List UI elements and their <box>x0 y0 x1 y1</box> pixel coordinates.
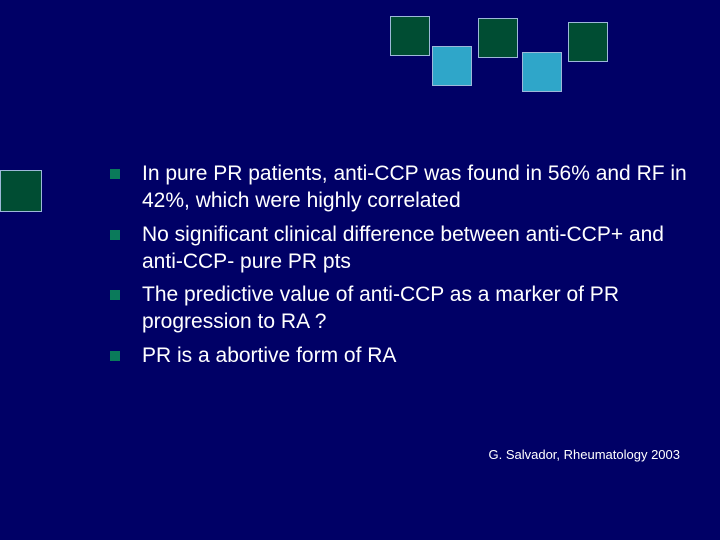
decor-square <box>478 18 518 58</box>
decor-left-square <box>0 170 42 212</box>
bullet-text: The predictive value of anti-CCP as a ma… <box>142 281 690 336</box>
bullet-text: No significant clinical difference betwe… <box>142 221 690 276</box>
bullet-icon <box>110 169 120 179</box>
bullet-list: In pure PR patients, anti-CCP was found … <box>110 160 690 375</box>
decor-square <box>568 22 608 62</box>
list-item: PR is a abortive form of RA <box>110 342 690 369</box>
bullet-text: PR is a abortive form of RA <box>142 342 396 369</box>
bullet-icon <box>110 290 120 300</box>
decor-square <box>432 46 472 86</box>
list-item: The predictive value of anti-CCP as a ma… <box>110 281 690 336</box>
list-item: In pure PR patients, anti-CCP was found … <box>110 160 690 215</box>
bullet-icon <box>110 230 120 240</box>
decor-square <box>522 52 562 92</box>
decor-square <box>390 16 430 56</box>
citation-text: G. Salvador, Rheumatology 2003 <box>488 447 680 462</box>
bullet-icon <box>110 351 120 361</box>
list-item: No significant clinical difference betwe… <box>110 221 690 276</box>
bullet-text: In pure PR patients, anti-CCP was found … <box>142 160 690 215</box>
